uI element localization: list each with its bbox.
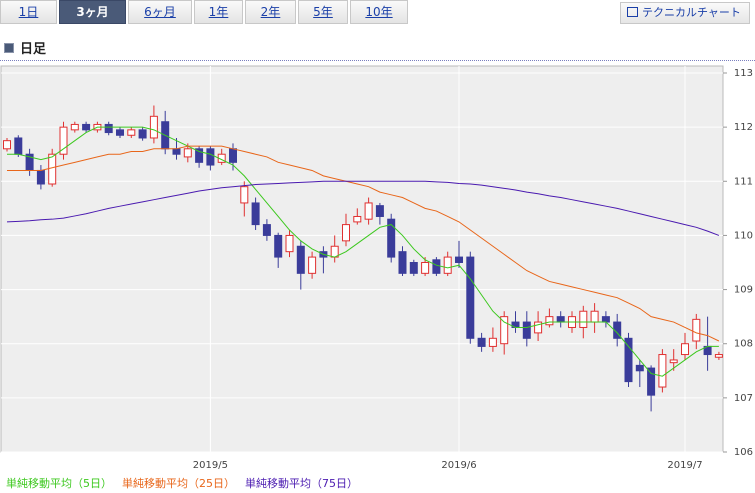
candle-body — [59, 126, 68, 155]
technical-chart-button[interactable]: テクニカルチャート — [620, 2, 750, 24]
candle-body — [364, 202, 373, 220]
tab[interactable]: 2年 — [245, 0, 296, 24]
candle-body — [681, 343, 689, 356]
candle-body — [556, 316, 565, 323]
y-tick-label: 107 — [734, 393, 753, 404]
candle-body — [206, 148, 215, 166]
candle-body — [647, 367, 656, 396]
candle-body — [149, 115, 158, 139]
candle-body — [127, 129, 136, 136]
tab[interactable]: 3ヶ月 — [59, 0, 126, 24]
plot-area — [0, 65, 724, 453]
icon — [4, 43, 14, 53]
candle-body — [387, 218, 396, 258]
candle-body — [601, 316, 610, 323]
candle-body — [488, 337, 497, 347]
candle-body — [466, 256, 475, 339]
candle-body — [251, 202, 260, 226]
candle-body — [195, 148, 204, 163]
candle-body — [409, 262, 418, 274]
section-title: 日足 — [4, 38, 46, 57]
candle-body — [240, 186, 249, 204]
candle-body — [172, 148, 181, 155]
candle-body — [183, 148, 192, 158]
tab[interactable]: 10年 — [350, 0, 408, 24]
candle-body — [353, 215, 362, 223]
y-tick-label: 106 — [734, 447, 753, 458]
candle-body — [443, 256, 452, 274]
candle-body — [714, 354, 723, 358]
candle-body — [229, 148, 237, 163]
y-tick-label: 112 — [734, 122, 753, 133]
candle-body — [36, 169, 45, 185]
x-tick-label: 2019/5 — [193, 460, 228, 471]
candle-body — [522, 321, 531, 339]
legend-entry: 単純移動平均（5日） — [6, 476, 112, 490]
candle-body — [285, 234, 294, 253]
y-tick-label: 110 — [734, 230, 753, 241]
x-tick-label: 2019/7 — [667, 460, 702, 471]
candle-body — [116, 129, 124, 136]
icon — [627, 7, 638, 17]
legend-entry: 単純移動平均（25日） — [122, 476, 235, 490]
section-label: 日足 — [20, 42, 47, 57]
y-tick-label: 109 — [734, 285, 753, 296]
y-tick-label: 108 — [734, 339, 753, 350]
candle-body — [477, 337, 486, 347]
candle-body — [624, 337, 633, 383]
button-label[interactable]: テクニカルチャート — [642, 6, 741, 19]
legend-entry: 単純移動平均（75日） — [245, 476, 358, 490]
tab-bar: 1日 3ヶ月 6ヶ月 1年 2年 5年 10年 — [0, 0, 410, 24]
candle-body — [70, 123, 79, 131]
candle-body — [534, 321, 543, 334]
candle-body — [658, 354, 667, 388]
candle-body — [635, 364, 644, 372]
tab[interactable]: 6ヶ月 — [128, 0, 192, 24]
candle-body — [500, 316, 509, 345]
candle-body — [48, 153, 57, 185]
tab[interactable]: 1年 — [194, 0, 243, 24]
candle-body — [421, 262, 430, 274]
y-tick-label: 111 — [734, 176, 753, 187]
candle-body — [104, 123, 113, 134]
tab[interactable]: 1日 — [0, 0, 57, 24]
x-tick-label: 2019/6 — [441, 460, 476, 471]
candle-body — [545, 316, 554, 326]
candle-body — [579, 310, 588, 328]
candle-body — [398, 251, 407, 274]
candle-body — [296, 245, 305, 274]
ma-line — [7, 145, 720, 342]
candle-body — [432, 259, 441, 274]
candle-body — [669, 359, 678, 364]
candle-body — [274, 234, 283, 258]
candle-body — [14, 137, 23, 155]
candle-body — [692, 318, 701, 342]
ma-line — [7, 126, 719, 377]
tab[interactable]: 5年 — [298, 0, 348, 24]
candle-body — [3, 140, 11, 150]
candle-body — [342, 224, 350, 242]
candle-body — [590, 310, 599, 323]
candle-body — [138, 129, 147, 139]
candle-body — [455, 256, 463, 264]
candle-body — [375, 205, 384, 217]
divider — [0, 60, 755, 61]
candle-body — [308, 256, 317, 274]
y-tick-label: 113 — [734, 68, 753, 79]
ma-line — [6, 180, 720, 236]
candle-body — [262, 224, 271, 236]
candle-body — [82, 123, 91, 131]
